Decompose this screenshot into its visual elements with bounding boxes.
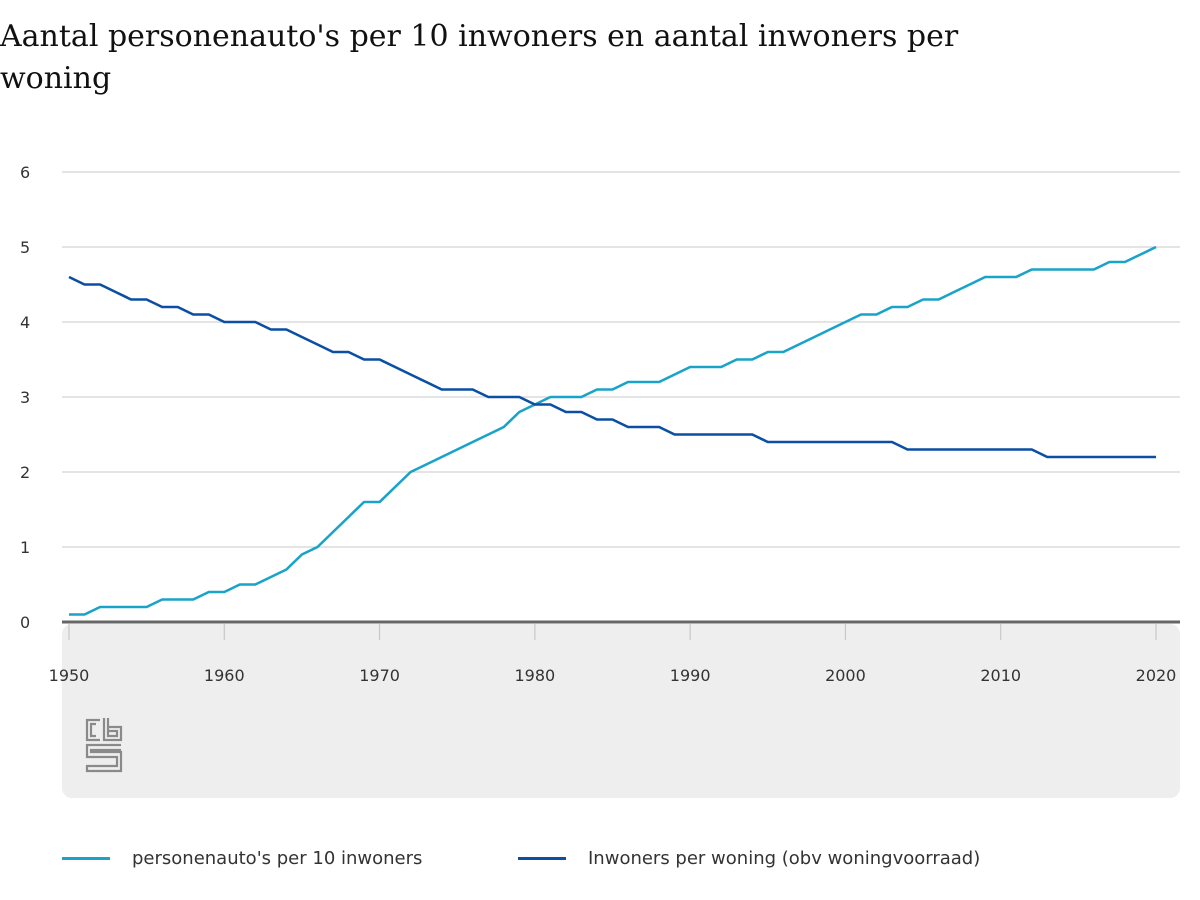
x-tick-label: 2000: [825, 666, 866, 685]
series-line-personenautos: [69, 245, 1157, 616]
y-tick-label: 5: [20, 238, 30, 257]
series-line-inwoners: [68, 275, 1156, 459]
chart-title: Aantal personenauto's per 10 inwoners en…: [0, 19, 959, 96]
y-tick-label: 4: [20, 313, 30, 332]
x-axis-ticks: 1950 1960 1970 1980 1990 2000 2010 2020: [49, 624, 1177, 685]
legend-swatch-inwoners: [518, 856, 566, 860]
y-tick-label: 0: [20, 613, 30, 632]
y-tick-label: 6: [20, 163, 30, 182]
chart-footer-background: [62, 624, 1180, 798]
x-tick-label: 2020: [1136, 666, 1177, 685]
x-tick-label: 1960: [204, 666, 245, 685]
y-tick-label: 3: [20, 388, 30, 407]
cbs-logo-icon: [85, 718, 123, 773]
y-tick-label: 1: [20, 538, 30, 557]
gridlines: [62, 171, 1180, 548]
legend-swatch-personenautos: [62, 856, 110, 860]
legend-item-personenautos: personenauto's per 10 inwoners: [62, 842, 422, 874]
y-tick-label: 2: [20, 463, 30, 482]
legend-label-personenautos: personenauto's per 10 inwoners: [132, 847, 423, 869]
legend: personenauto's per 10 inwoners Inwoners …: [62, 842, 1182, 874]
legend-item-inwoners: Inwoners per woning (obv woningvoorraad): [518, 842, 980, 874]
x-tick-label: 1950: [49, 666, 90, 685]
series-lines: [68, 245, 1157, 616]
x-tick-label: 1970: [359, 666, 400, 685]
y-axis-tick-labels: 0 1 2 3 4 5 6: [20, 163, 30, 632]
x-tick-label: 1980: [514, 666, 555, 685]
x-tick-label: 2010: [980, 666, 1021, 685]
x-tick-label: 1990: [670, 666, 711, 685]
legend-label-inwoners: Inwoners per woning (obv woningvoorraad): [588, 847, 981, 869]
